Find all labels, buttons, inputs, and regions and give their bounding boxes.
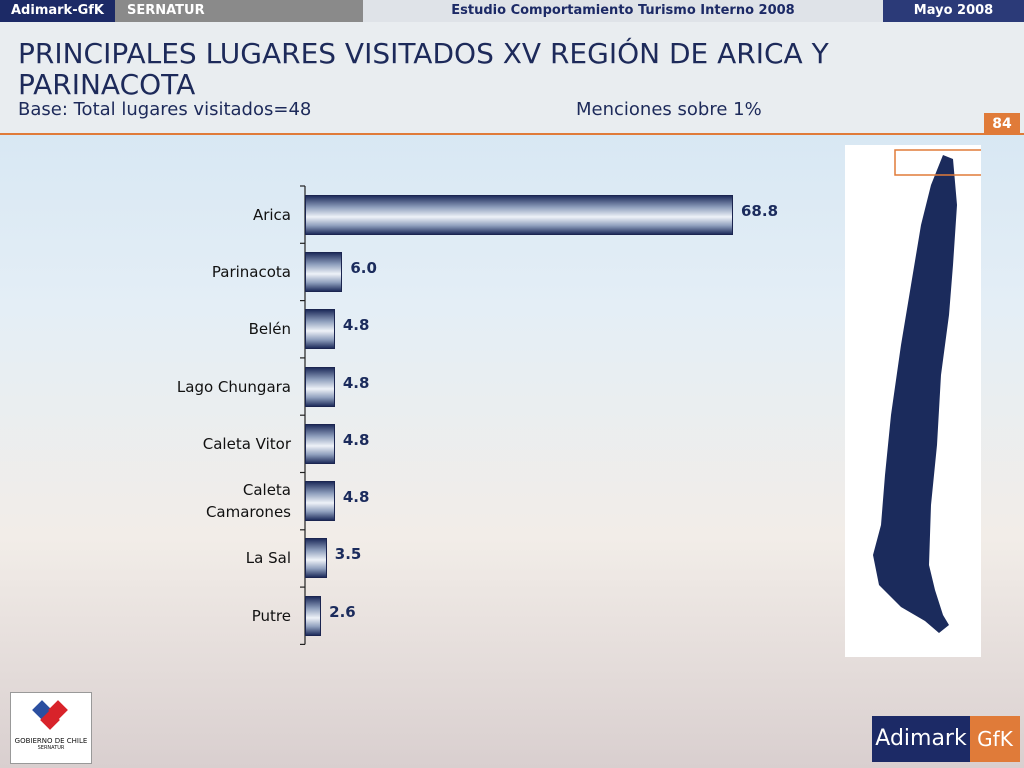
- note: Menciones sobre 1%: [576, 99, 762, 120]
- client: SERNATUR: [115, 0, 363, 22]
- category-label: Caleta Vitor: [202, 434, 291, 453]
- gobierno-emblem: [32, 700, 68, 730]
- bar: [305, 194, 733, 235]
- category-label: La Sal: [245, 549, 291, 568]
- category-label: Belén: [248, 320, 291, 339]
- map-shape: [873, 155, 957, 633]
- value-label: 6.0: [350, 258, 377, 277]
- value-label: 3.5: [334, 545, 362, 564]
- bar: [305, 251, 343, 292]
- map-panel: [845, 145, 991, 657]
- value-label: 4.8: [342, 430, 370, 449]
- gobierno-text: GOBIERNO DE CHILE: [14, 737, 88, 745]
- bar: [305, 366, 335, 407]
- adimark-logo: Adimark GfK: [872, 716, 1020, 762]
- bar: [305, 423, 335, 464]
- title-area: [0, 22, 1024, 135]
- category-label: Arica: [252, 205, 291, 224]
- value-label: 68.8: [741, 201, 779, 220]
- value-label: 4.8: [342, 316, 370, 335]
- category-label: Parinacota: [211, 262, 291, 281]
- page-number: 84: [984, 113, 1020, 135]
- bar: [305, 538, 327, 579]
- bar: [305, 481, 335, 522]
- category-label: Lago Chungara: [176, 377, 291, 396]
- value-label: 4.8: [342, 488, 370, 507]
- category-label: Caleta Camarones: [205, 481, 291, 522]
- value-label: 4.8: [342, 373, 370, 392]
- bar: [305, 595, 322, 636]
- date: Mayo 2008: [883, 0, 1024, 22]
- adimark-text: Adimark: [875, 726, 967, 751]
- brand: Adimark-GfK: [0, 0, 115, 22]
- category-label: Putre: [251, 606, 291, 625]
- gfk-text: GfK: [970, 716, 1020, 762]
- gobierno-logo: GOBIERNO DE CHILE SERNATUR: [10, 692, 92, 764]
- bar: [305, 309, 335, 350]
- sernatur-text: SERNATUR: [37, 745, 65, 751]
- subtitle: Base: Total lugares visitados=48: [18, 99, 312, 120]
- value-label: 2.6: [329, 602, 356, 621]
- chart-title: PRINCIPALES LUGARES VISITADOS XV REGIÓN …: [18, 37, 829, 101]
- study: Estudio Comportamiento Turismo Interno 2…: [363, 0, 883, 22]
